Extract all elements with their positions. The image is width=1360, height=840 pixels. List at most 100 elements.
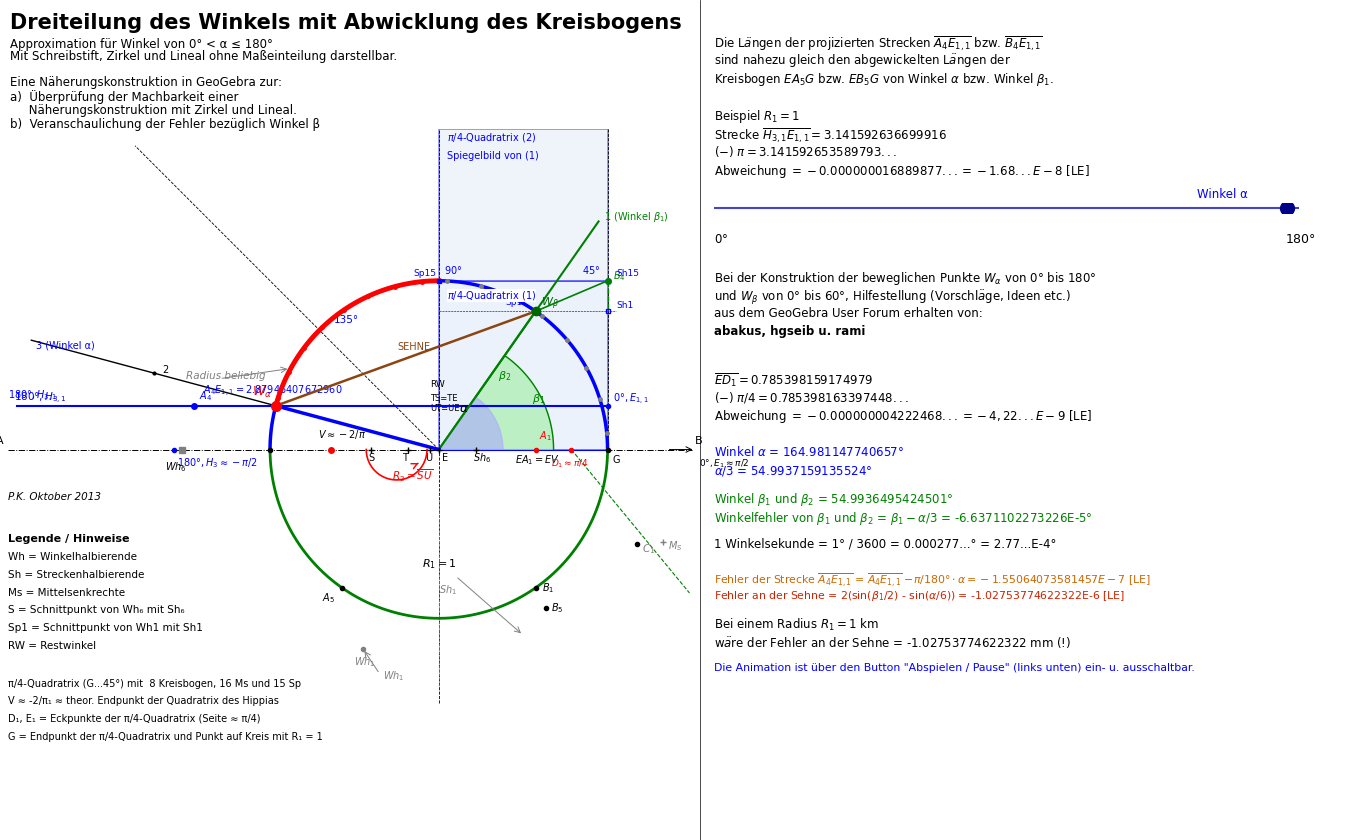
- Text: $R_1 = 1$: $R_1 = 1$: [422, 558, 457, 571]
- Text: Dreiteilung des Winkels mit Abwicklung des Kreisbogens: Dreiteilung des Winkels mit Abwicklung d…: [10, 13, 681, 33]
- Text: Fehler der Strecke $\overline{A_4E_{1,1}}$ = $\overline{A_4E_{1,1}}$ $- \pi/180°: Fehler der Strecke $\overline{A_4E_{1,1}…: [714, 571, 1151, 589]
- Text: Näherungskonstruktion mit Zirkel und Lineal.: Näherungskonstruktion mit Zirkel und Lin…: [10, 104, 296, 117]
- Text: $0°$: $0°$: [714, 233, 728, 245]
- Text: a)  Überprüfung der Machbarkeit einer: a) Überprüfung der Machbarkeit einer: [10, 90, 238, 104]
- Text: $Wh_1$: $Wh_1$: [355, 655, 375, 669]
- Text: $180°, H_3 \approx -\pi/2$: $180°, H_3 \approx -\pi/2$: [177, 456, 257, 470]
- Text: $\beta_1$: $\beta_1$: [532, 392, 545, 407]
- Text: $M_S$: $M_S$: [668, 539, 683, 553]
- Text: $C_1$: $C_1$: [642, 543, 656, 556]
- Text: Winkel α: Winkel α: [1197, 188, 1247, 201]
- Text: U: U: [426, 454, 432, 464]
- Text: $\alpha$: $\alpha$: [460, 402, 469, 416]
- Text: w$\ddot{a}$re der Fehler an der Sehne = -1.02753774622322 mm (!): w$\ddot{a}$re der Fehler an der Sehne = …: [714, 636, 1072, 651]
- Text: Legende / Hinweise: Legende / Hinweise: [8, 534, 131, 544]
- Text: $90°$: $90°$: [443, 264, 462, 276]
- Text: $B_4$: $B_4$: [612, 269, 626, 283]
- Text: $0°, E_1 \approx \pi/2$: $0°, E_1 \approx \pi/2$: [699, 458, 749, 470]
- Text: $A_5$: $A_5$: [322, 591, 335, 605]
- Text: Fehler an der Sehne = 2(sin($\beta_1$/2) - sin($\alpha$/6)) = -1.02753774622322E: Fehler an der Sehne = 2(sin($\beta_1$/2)…: [714, 590, 1125, 603]
- Text: $Wh_1$: $Wh_1$: [384, 669, 404, 683]
- Text: $A_4E_{1,1} = 2.87946407672960$: $A_4E_{1,1} = 2.87946407672960$: [203, 384, 341, 399]
- Text: abakus, hgseib u. rami: abakus, hgseib u. rami: [714, 325, 865, 338]
- Text: $(-)$ $\pi/4 = 0.785398163397448...$: $(-)$ $\pi/4 = 0.785398163397448...$: [714, 390, 908, 405]
- Text: S: S: [369, 454, 374, 464]
- Text: $A_1$: $A_1$: [539, 429, 552, 444]
- Text: SEHNE: SEHNE: [397, 342, 430, 352]
- Text: $Sh_1$: $Sh_1$: [439, 583, 457, 596]
- Text: $V \approx -2/\pi$: $V \approx -2/\pi$: [318, 428, 366, 441]
- Text: $W_\beta$: $W_\beta$: [541, 296, 559, 312]
- Text: A: A: [0, 436, 3, 446]
- Text: und $W_\beta$ von 0° bis 60°, Hilfestellung (Vorschl$\ddot{a}$ge, Ideen etc.): und $W_\beta$ von 0° bis 60°, Hilfestell…: [714, 288, 1072, 307]
- Text: B: B: [695, 436, 703, 446]
- Text: Spiegelbild von (1): Spiegelbild von (1): [447, 151, 539, 161]
- Text: Sh1: Sh1: [616, 301, 634, 310]
- Text: Sp15: Sp15: [413, 269, 437, 278]
- Text: RW = Restwinkel: RW = Restwinkel: [8, 641, 97, 651]
- Text: 1 Winkelsekunde = 1° / 3600 = 0.000277...° = 2.77...E-4°: 1 Winkelsekunde = 1° / 3600 = 0.000277..…: [714, 538, 1057, 550]
- Text: G: G: [612, 455, 620, 465]
- Text: $180°, H_{3,1}$: $180°, H_{3,1}$: [8, 389, 57, 404]
- Text: RW: RW: [430, 380, 445, 389]
- Text: E: E: [442, 454, 449, 464]
- Text: Sp1: Sp1: [506, 297, 522, 307]
- Text: $\pi/4$-Quadratrix (2): $\pi/4$-Quadratrix (2): [447, 131, 536, 144]
- Text: 3 (Winkel α): 3 (Winkel α): [37, 341, 95, 350]
- Text: $\alpha$/3 = 54.9937159135524°: $\alpha$/3 = 54.9937159135524°: [714, 464, 873, 478]
- Text: Abweichung $= -0.000000004222468... = -4, 22...E - 9$ [LE]: Abweichung $= -0.000000004222468... = -4…: [714, 408, 1092, 425]
- Text: $(-)$ $\pi = 3.141592653589793...$: $(-)$ $\pi = 3.141592653589793...$: [714, 144, 898, 160]
- Text: $180°, H_{3,1}$: $180°, H_{3,1}$: [14, 391, 65, 406]
- Text: Sh = Streckenhalbierende: Sh = Streckenhalbierende: [8, 570, 144, 580]
- Text: Ms = Mittelsenkrechte: Ms = Mittelsenkrechte: [8, 587, 125, 597]
- Text: 2: 2: [162, 365, 169, 375]
- Text: π/4-Quadratrix (G...45°) mit  8 Kreisbogen, 16 Ms und 15 Sp: π/4-Quadratrix (G...45°) mit 8 Kreisboge…: [8, 679, 302, 689]
- Text: $R_2 = \overline{SU}$: $R_2 = \overline{SU}$: [392, 467, 432, 484]
- Text: $EA_1 = EV$: $EA_1 = EV$: [514, 453, 559, 467]
- Text: S = Schnittpunkt von Wh₆ mit Sh₆: S = Schnittpunkt von Wh₆ mit Sh₆: [8, 606, 185, 615]
- Text: Bei einem Radius $R_1 = 1$ km: Bei einem Radius $R_1 = 1$ km: [714, 617, 879, 633]
- Text: D₁, E₁ = Eckpunkte der π/4-Quadratrix (Seite ≈ π/4): D₁, E₁ = Eckpunkte der π/4-Quadratrix (S…: [8, 714, 261, 724]
- Text: b)  Veranschaulichung der Fehler bezüglich Winkel β: b) Veranschaulichung der Fehler bezüglic…: [10, 118, 320, 131]
- Text: Approximation für Winkel von 0° < α ≤ 180°: Approximation für Winkel von 0° < α ≤ 18…: [10, 38, 272, 50]
- Text: $Wh_6$: $Wh_6$: [166, 459, 186, 474]
- Text: P.K. Oktober 2013: P.K. Oktober 2013: [8, 492, 102, 502]
- Text: Radius beliebig: Radius beliebig: [186, 370, 265, 381]
- Text: Strecke $\overline{H_{3,1}E_{1,1}} = 3.141592636699916$: Strecke $\overline{H_{3,1}E_{1,1}} = 3.1…: [714, 126, 947, 145]
- Text: sind nahezu gleich den abgewickelten L$\ddot{a}$ngen der: sind nahezu gleich den abgewickelten L$\…: [714, 52, 1010, 70]
- Text: Wh = Winkelhalbierende: Wh = Winkelhalbierende: [8, 552, 137, 562]
- Text: Kreisbogen $EA_5G$ bzw. $EB_5G$ von Winkel $\alpha$ bzw. Winkel $\beta_1$.: Kreisbogen $EA_5G$ bzw. $EB_5G$ von Wink…: [714, 71, 1054, 87]
- Text: Mit Schreibstift, Zirkel und Lineal ohne Maßeinteilung darstellbar.: Mit Schreibstift, Zirkel und Lineal ohne…: [10, 50, 397, 63]
- Text: $W_\alpha$: $W_\alpha$: [252, 385, 272, 400]
- Text: $B_1$: $B_1$: [543, 581, 555, 595]
- Text: 135°: 135°: [335, 315, 359, 325]
- Text: $D_1 \approx \pi/4$: $D_1 \approx \pi/4$: [551, 458, 589, 470]
- Text: 1 (Winkel $\beta_1$): 1 (Winkel $\beta_1$): [604, 210, 669, 223]
- Text: Die Animation ist über den Button "Abspielen / Pause" (links unten) ein- u. auss: Die Animation ist über den Button "Abspi…: [714, 664, 1194, 674]
- Bar: [439, 281, 608, 449]
- Text: $45°$: $45°$: [582, 264, 601, 276]
- Text: Eine Näherungskonstruktion in GeoGebra zur:: Eine Näherungskonstruktion in GeoGebra z…: [10, 76, 282, 88]
- Polygon shape: [439, 397, 503, 449]
- Text: T: T: [401, 454, 408, 464]
- Text: $180°$: $180°$: [1285, 233, 1316, 245]
- Text: V ≈ -2/π₁ ≈ theor. Endpunkt der Quadratrix des Hippias: V ≈ -2/π₁ ≈ theor. Endpunkt der Quadratr…: [8, 696, 279, 706]
- Text: Abweichung $= -0.000000016889877... = -1.68...E - 8$ [LE]: Abweichung $= -0.000000016889877... = -1…: [714, 163, 1089, 180]
- Text: Die L$\ddot{a}$ngen der projizierten Strecken $\overline{A_4E_{1,1}}$ bzw. $\ove: Die L$\ddot{a}$ngen der projizierten Str…: [714, 34, 1043, 53]
- Text: Winkel $\alpha$ = 164.981147740657°: Winkel $\alpha$ = 164.981147740657°: [714, 445, 904, 459]
- Text: $\overline{ED_1} = 0.785398159174979$: $\overline{ED_1} = 0.785398159174979$: [714, 371, 873, 389]
- Text: UT=UE: UT=UE: [430, 404, 460, 412]
- Text: Sh15: Sh15: [616, 269, 639, 278]
- Bar: [439, 129, 608, 281]
- Text: $B_5$: $B_5$: [551, 601, 563, 615]
- Text: Beispiel $R_1 = 1$: Beispiel $R_1 = 1$: [714, 108, 800, 124]
- Text: aus dem GeoGebra User Forum erhalten von:: aus dem GeoGebra User Forum erhalten von…: [714, 307, 983, 319]
- Text: $\beta_2$: $\beta_2$: [498, 369, 511, 383]
- Text: G = Endpunkt der π/4-Quadratrix und Punkt auf Kreis mit R₁ = 1: G = Endpunkt der π/4-Quadratrix und Punk…: [8, 732, 324, 742]
- Polygon shape: [439, 355, 554, 449]
- Text: Sp1 = Schnittpunkt von Wh1 mit Sh1: Sp1 = Schnittpunkt von Wh1 mit Sh1: [8, 623, 203, 633]
- Text: TS=TE: TS=TE: [430, 394, 458, 402]
- Text: Bei der Konstruktion der beweglichen Punkte $W_\alpha$ von 0° bis 180°: Bei der Konstruktion der beweglichen Pun…: [714, 270, 1096, 286]
- Text: $A_4$: $A_4$: [199, 389, 212, 403]
- Text: Winkelfehler von $\beta_1$ und $\beta_2$ = $\beta_1 - \alpha/3$ = -6.63711022732: Winkelfehler von $\beta_1$ und $\beta_2$…: [714, 510, 1092, 527]
